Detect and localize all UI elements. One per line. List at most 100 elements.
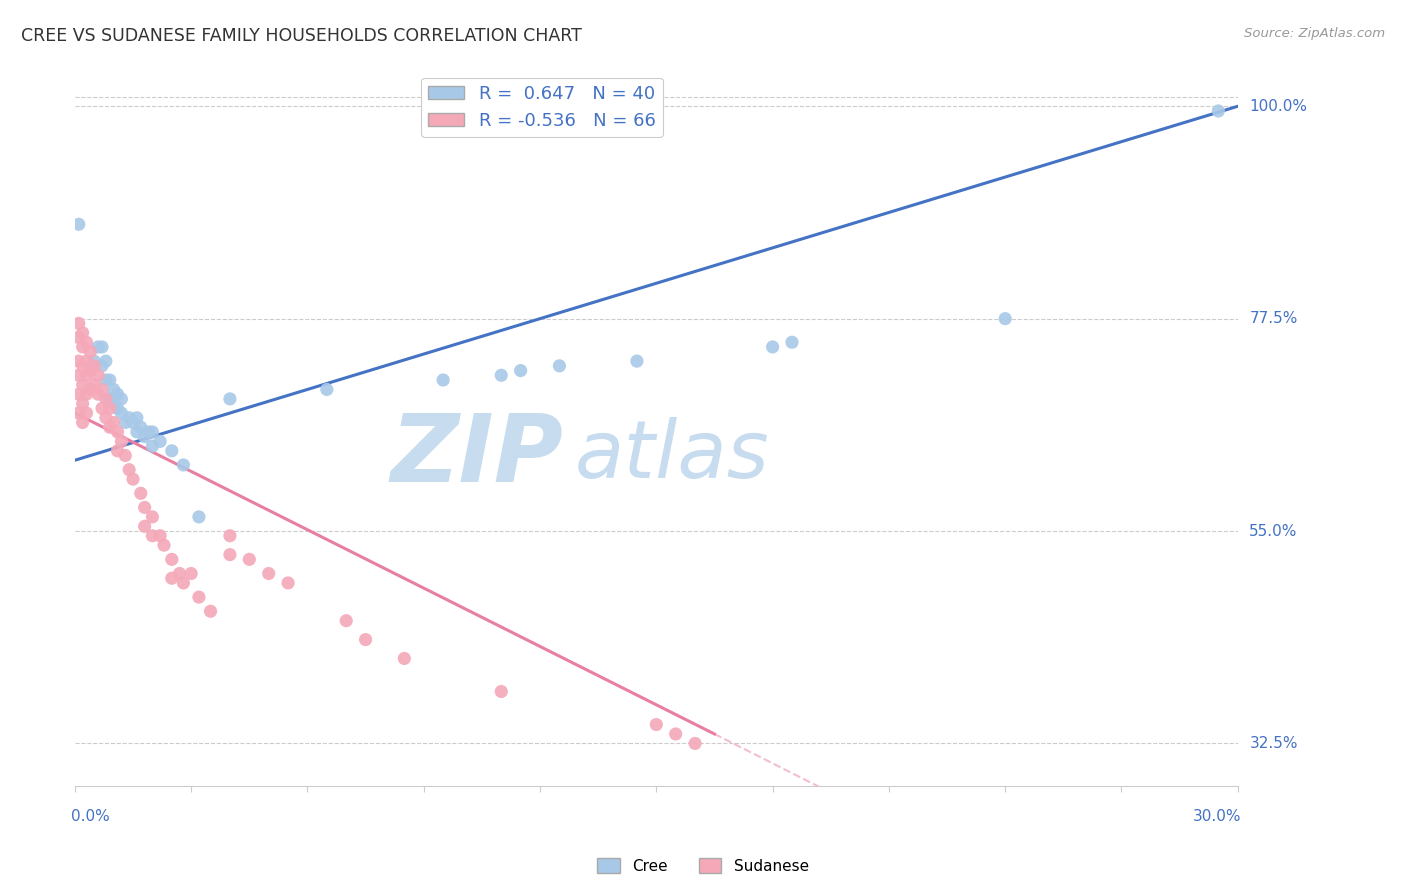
Point	[91, 383, 114, 397]
Point	[79, 383, 101, 397]
Point	[138, 425, 160, 439]
Point	[91, 340, 114, 354]
Point	[149, 434, 172, 449]
Point	[107, 443, 129, 458]
Point	[780, 335, 803, 350]
Point	[107, 401, 129, 416]
Point	[103, 396, 125, 410]
Legend: Cree, Sudanese: Cree, Sudanese	[591, 852, 815, 880]
Point	[172, 458, 194, 472]
Point	[149, 529, 172, 543]
Point	[160, 571, 183, 585]
Point	[994, 311, 1017, 326]
Point	[72, 396, 94, 410]
Point	[141, 425, 163, 439]
Legend: R =  0.647   N = 40, R = -0.536   N = 66: R = 0.647 N = 40, R = -0.536 N = 66	[422, 78, 664, 137]
Point	[335, 614, 357, 628]
Point	[187, 509, 209, 524]
Point	[134, 500, 156, 515]
Point	[219, 392, 242, 406]
Point	[98, 401, 121, 416]
Point	[129, 420, 152, 434]
Point	[129, 486, 152, 500]
Point	[79, 363, 101, 377]
Point	[118, 410, 141, 425]
Point	[87, 387, 110, 401]
Point	[87, 368, 110, 383]
Point	[125, 410, 148, 425]
Point	[134, 430, 156, 444]
Point	[67, 406, 90, 420]
Text: atlas: atlas	[575, 417, 769, 495]
Point	[160, 552, 183, 566]
Point	[626, 354, 648, 368]
Point	[354, 632, 377, 647]
Point	[94, 354, 117, 368]
Point	[83, 377, 105, 392]
Point	[94, 373, 117, 387]
Point	[394, 651, 416, 665]
Text: Source: ZipAtlas.com: Source: ZipAtlas.com	[1244, 27, 1385, 40]
Point	[67, 217, 90, 231]
Text: 55.0%: 55.0%	[1250, 524, 1298, 539]
Point	[277, 576, 299, 591]
Point	[153, 538, 176, 552]
Point	[200, 604, 222, 618]
Point	[180, 566, 202, 581]
Point	[491, 684, 513, 698]
Point	[548, 359, 571, 373]
Point	[257, 566, 280, 581]
Point	[67, 317, 90, 331]
Point	[103, 383, 125, 397]
Point	[72, 326, 94, 340]
Point	[141, 509, 163, 524]
Text: 77.5%: 77.5%	[1250, 311, 1298, 326]
Point	[761, 340, 783, 354]
Point	[110, 406, 132, 420]
Point	[91, 359, 114, 373]
Point	[122, 472, 145, 486]
Point	[114, 449, 136, 463]
Point	[76, 354, 98, 368]
Point	[103, 416, 125, 430]
Point	[72, 377, 94, 392]
Point	[665, 727, 688, 741]
Point	[98, 392, 121, 406]
Point	[107, 387, 129, 401]
Point	[780, 816, 803, 830]
Point	[91, 401, 114, 416]
Point	[169, 566, 191, 581]
Point	[683, 736, 706, 750]
Point	[187, 590, 209, 604]
Point	[110, 392, 132, 406]
Point	[219, 529, 242, 543]
Text: ZIP: ZIP	[391, 410, 564, 502]
Point	[67, 368, 90, 383]
Point	[491, 368, 513, 383]
Point	[141, 439, 163, 453]
Point	[141, 529, 163, 543]
Point	[94, 410, 117, 425]
Point	[67, 354, 90, 368]
Point	[83, 354, 105, 368]
Point	[1208, 103, 1230, 118]
Point	[83, 359, 105, 373]
Point	[87, 340, 110, 354]
Point	[72, 416, 94, 430]
Point	[94, 392, 117, 406]
Point	[315, 383, 337, 397]
Point	[98, 420, 121, 434]
Point	[72, 340, 94, 354]
Point	[238, 552, 260, 566]
Text: CREE VS SUDANESE FAMILY HOUSEHOLDS CORRELATION CHART: CREE VS SUDANESE FAMILY HOUSEHOLDS CORRE…	[21, 27, 582, 45]
Point	[67, 387, 90, 401]
Text: 100.0%: 100.0%	[1250, 99, 1308, 114]
Point	[76, 335, 98, 350]
Point	[122, 416, 145, 430]
Point	[72, 359, 94, 373]
Text: 32.5%: 32.5%	[1250, 736, 1298, 751]
Point	[125, 425, 148, 439]
Point	[219, 548, 242, 562]
Point	[509, 363, 531, 377]
Point	[432, 373, 454, 387]
